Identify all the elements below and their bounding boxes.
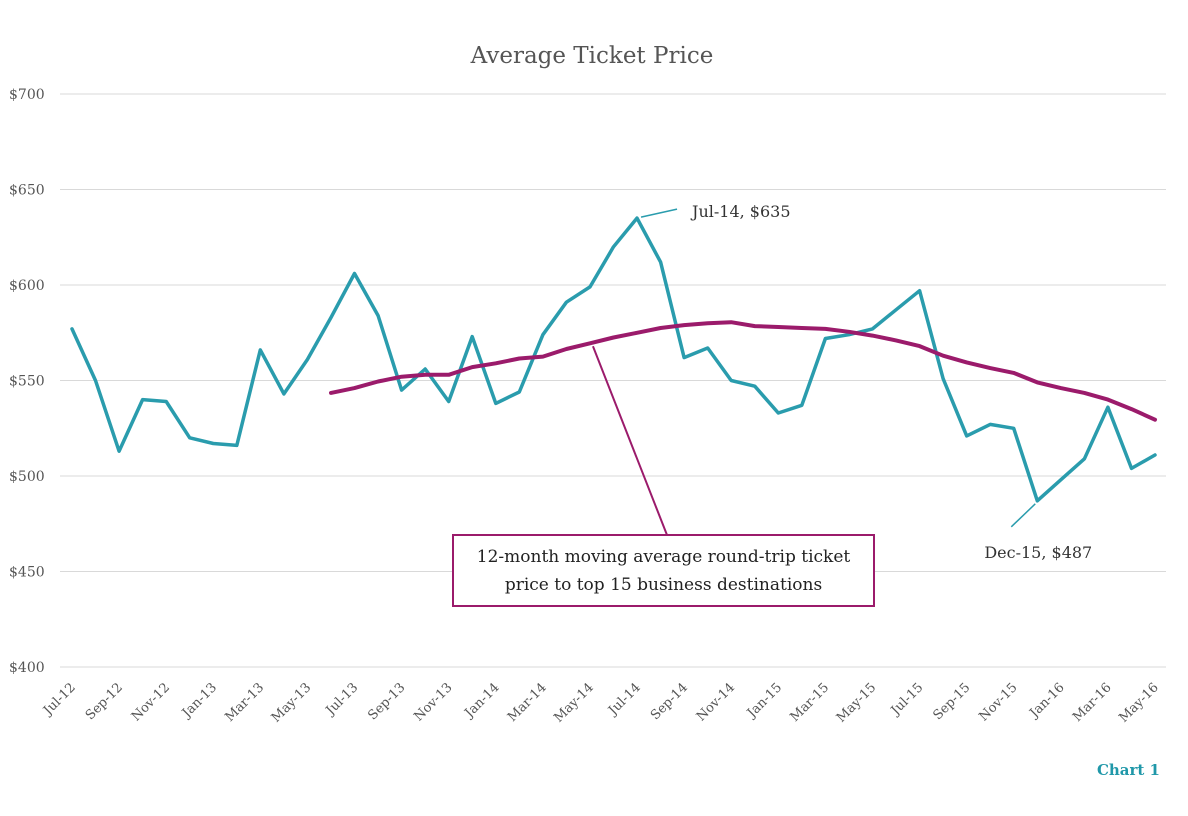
- x-tick-label: Jul-13: [322, 680, 361, 719]
- x-tick-label: Nov-12: [129, 680, 173, 724]
- x-tick-label: Sep-14: [648, 680, 691, 723]
- x-tick-label: Jan-15: [743, 680, 785, 722]
- chart-number-label: Chart 1: [1097, 761, 1160, 779]
- x-tick-label: Mar-14: [505, 680, 550, 725]
- x-tick-label: May-15: [834, 680, 879, 725]
- x-tick-label: Nov-14: [694, 680, 738, 724]
- x-tick-label: May-16: [1116, 680, 1161, 725]
- x-tick-label: Sep-15: [930, 680, 973, 723]
- annotation-dec-15: Dec-15, $487: [984, 543, 1092, 562]
- y-tick-label: $600: [9, 278, 45, 294]
- x-tick-label: Mar-15: [788, 680, 833, 725]
- series-line-average-ticket-price: [70, 216, 1157, 503]
- x-tick-label: Mar-13: [222, 680, 267, 725]
- grid-layer: [60, 93, 1166, 668]
- callout-text-line: 12-month moving average round-trip ticke…: [477, 547, 851, 567]
- x-tick-label: Jul-12: [39, 680, 78, 719]
- x-tick-label: May-13: [269, 680, 314, 725]
- callout-box: [452, 534, 875, 607]
- x-tick-label: Mar-16: [1070, 680, 1115, 725]
- annotation-leader-jul-14: [640, 208, 678, 218]
- x-axis-labels: Jul-12 Sep-12 Nov-12 Jan-13 Mar-13 May-13 Jul-…: [39, 680, 1161, 725]
- x-tick-label: Jan-14: [461, 680, 503, 722]
- y-tick-label: $500: [9, 469, 45, 485]
- series-line-moving-average: [329, 320, 1157, 422]
- x-tick-label: Jul-14: [604, 680, 643, 719]
- x-tick-label: Nov-13: [411, 680, 455, 724]
- y-axis-labels: $400 $450 $500 $550 $600 $650 $700: [9, 87, 45, 676]
- callout-text-line: price to top 15 business destinations: [505, 575, 822, 595]
- x-tick-label: Nov-15: [976, 680, 1020, 724]
- x-tick-label: Jan-13: [178, 680, 220, 722]
- x-tick-label: Sep-13: [365, 680, 408, 723]
- y-tick-label: $450: [9, 565, 45, 581]
- chart-title: Average Ticket Price: [470, 43, 714, 69]
- y-tick-label: $550: [9, 374, 45, 390]
- y-tick-label: $400: [9, 660, 45, 676]
- x-tick-label: Jan-16: [1026, 680, 1068, 722]
- y-tick-label: $650: [9, 183, 45, 199]
- annotation-layer: Jul-14, $635 Dec-15, $487 12-month moving …: [452, 202, 1092, 607]
- x-tick-label: Jul-15: [887, 680, 926, 719]
- callout-leader: [592, 345, 668, 536]
- annotation-leader-dec-15: [1010, 503, 1036, 528]
- annotation-jul-14: Jul-14, $635: [690, 202, 791, 221]
- y-tick-label: $700: [9, 87, 45, 103]
- series-layer: [70, 216, 1157, 503]
- x-tick-label: May-14: [551, 680, 596, 725]
- x-tick-label: Sep-12: [83, 680, 126, 723]
